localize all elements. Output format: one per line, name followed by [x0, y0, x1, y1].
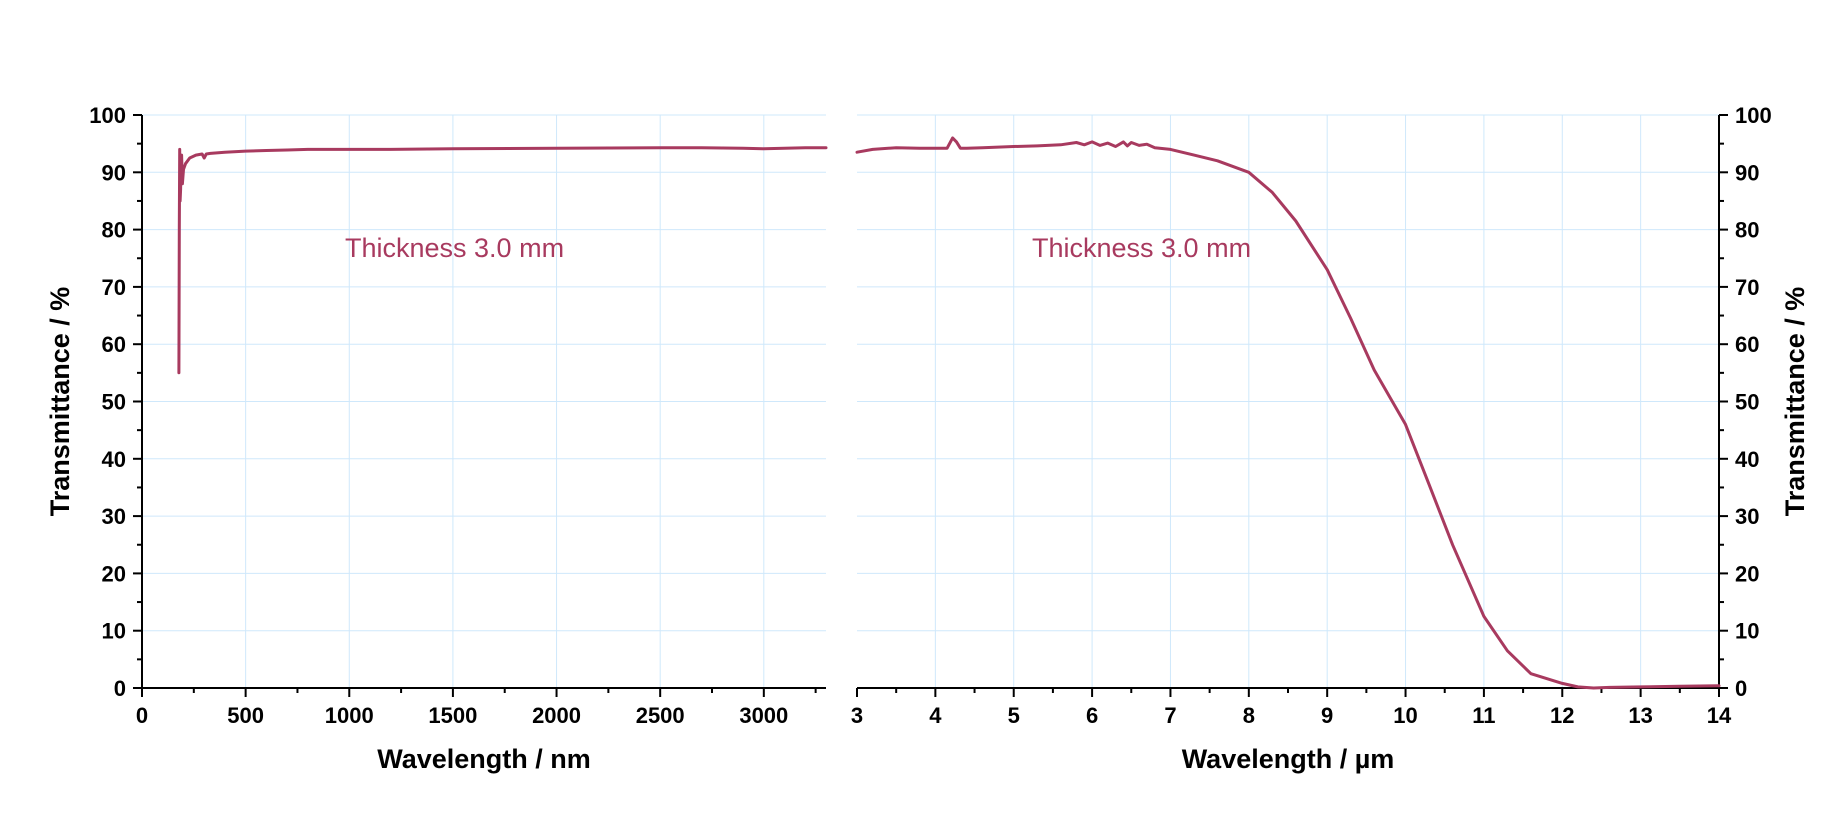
- y-tick-label: 70: [1735, 275, 1759, 300]
- x-axis-title: Wavelength / µm: [1182, 744, 1395, 774]
- y-tick-label: 40: [1735, 447, 1759, 472]
- x-tick-label: 11: [1472, 703, 1495, 728]
- y-tick-label: 10: [102, 619, 126, 644]
- y-tick-label: 50: [102, 390, 126, 415]
- x-tick-label: 2000: [532, 703, 581, 728]
- y-ticks: 0 10 20 30 40 50 60 70 80 90 100: [1719, 103, 1772, 701]
- x-tick-label: 3: [851, 703, 863, 728]
- y-tick-label: 20: [102, 561, 126, 586]
- panel-nm: 0 500 1000 1500 2000 2500 3000 0 10 20 30 40 50 60 70 8…: [45, 103, 828, 774]
- y-tick-label: 0: [114, 676, 126, 701]
- x-tick-label: 2500: [636, 703, 685, 728]
- y-tick-label: 60: [1735, 332, 1759, 357]
- x-tick-label: 10: [1393, 703, 1417, 728]
- gridlines: [857, 114, 1719, 688]
- y-tick-label: 30: [1735, 504, 1759, 529]
- panel-um: 3 4 5 6 7 8 9 10 11 12 13 140 10 20 30 40 50 60 70 80 90 100 W…: [851, 103, 1810, 774]
- thickness-annotation: Thickness 3.0 mm: [345, 233, 564, 263]
- x-axis-title: Wavelength / nm: [377, 744, 591, 774]
- x-tick-label: 0: [136, 703, 148, 728]
- x-tick-label: 1500: [428, 703, 477, 728]
- transmittance-series-line: [855, 136, 1721, 690]
- y-tick-label: 80: [1735, 218, 1759, 243]
- y-tick-label: 50: [1735, 390, 1759, 415]
- gridlines: [142, 114, 826, 688]
- x-ticks: 0 500 1000 1500 2000 2500 3000: [136, 688, 817, 728]
- y-axis-title: Transmittance / %: [1780, 287, 1810, 517]
- x-tick-label: 4: [929, 703, 942, 728]
- y-tick-label: 80: [102, 218, 126, 243]
- x-tick-label: 6: [1086, 703, 1098, 728]
- y-tick-label: 100: [1735, 103, 1772, 128]
- x-tick-label: 14: [1707, 703, 1732, 728]
- x-tick-label: 7: [1164, 703, 1176, 728]
- x-tick-label: 3000: [739, 703, 788, 728]
- thickness-annotation: Thickness 3.0 mm: [1032, 233, 1251, 263]
- x-tick-label: 13: [1628, 703, 1652, 728]
- y-tick-label: 90: [1735, 160, 1759, 185]
- y-tick-label: 0: [1735, 676, 1747, 701]
- y-ticks: 0 10 20 30 40 50 60 70 80 90 100: [89, 103, 142, 701]
- x-tick-label: 12: [1550, 703, 1574, 728]
- x-tick-label: 1000: [325, 703, 374, 728]
- y-tick-label: 60: [102, 332, 126, 357]
- y-tick-label: 100: [89, 103, 126, 128]
- y-tick-label: 20: [1735, 561, 1759, 586]
- transmittance-series-line: [177, 146, 828, 375]
- y-tick-label: 30: [102, 504, 126, 529]
- x-tick-label: 8: [1243, 703, 1255, 728]
- y-tick-label: 40: [102, 447, 126, 472]
- y-tick-label: 10: [1735, 619, 1759, 644]
- x-tick-label: 5: [1008, 703, 1020, 728]
- x-tick-label: 9: [1321, 703, 1333, 728]
- x-ticks: 3 4 5 6 7 8 9 10 11 12 13 14: [851, 688, 1732, 728]
- y-axis-title: Transmittance / %: [45, 287, 75, 517]
- x-tick-label: 500: [227, 703, 264, 728]
- y-tick-label: 90: [102, 160, 126, 185]
- y-tick-label: 70: [102, 275, 126, 300]
